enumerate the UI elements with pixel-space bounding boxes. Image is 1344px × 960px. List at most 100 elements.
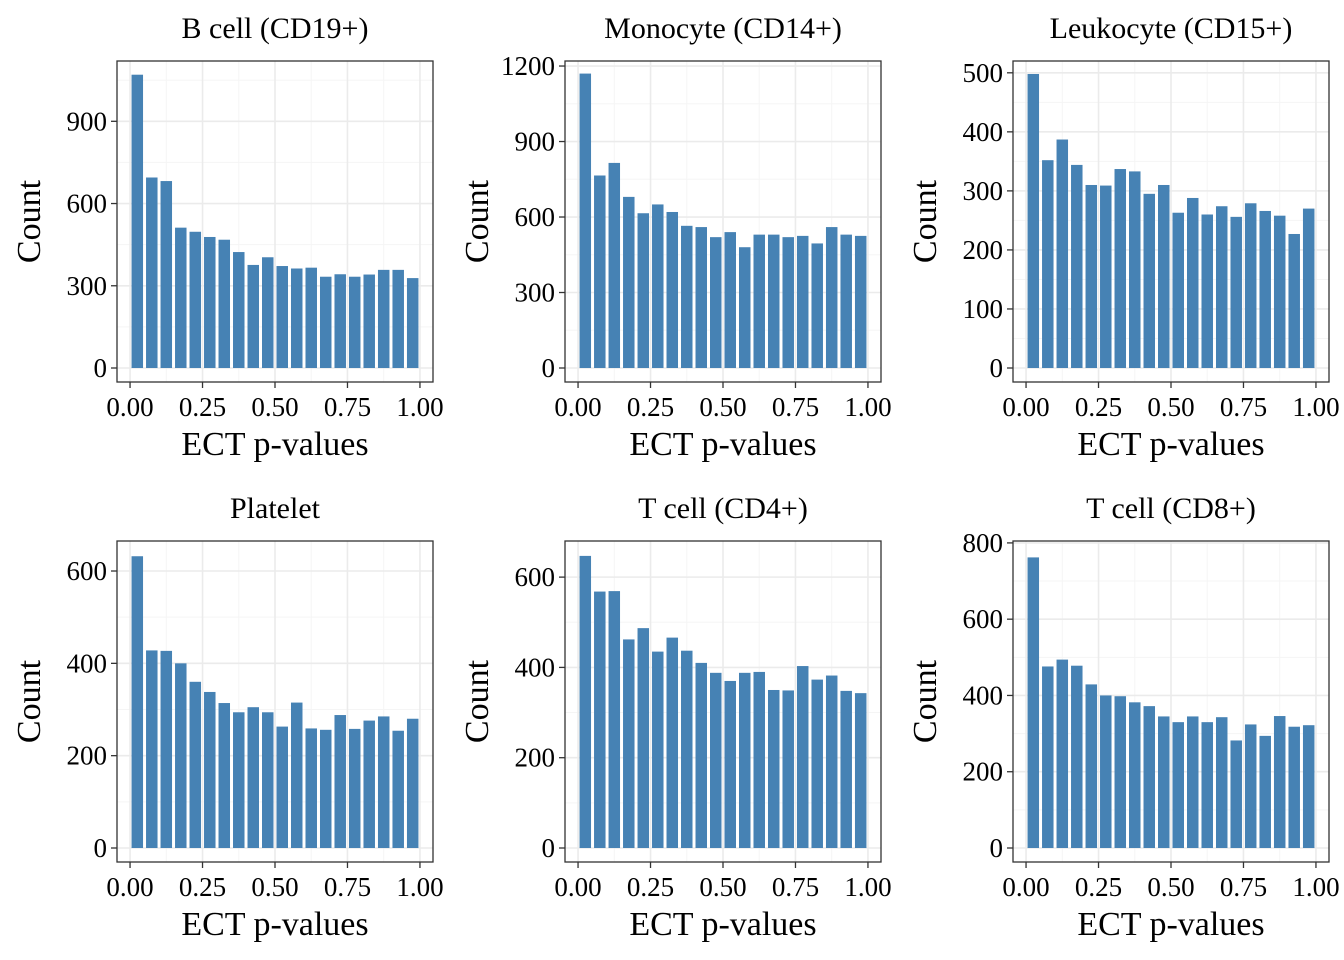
y-tick-label: 300: [67, 271, 108, 301]
histogram-bar: [825, 227, 838, 368]
histogram-bar: [608, 162, 621, 368]
y-tick-label: 200: [963, 757, 1004, 787]
x-tick-label: 0.50: [699, 392, 746, 422]
x-tick-label: 1.00: [396, 392, 443, 422]
x-tick-label: 0.50: [1147, 392, 1194, 422]
histogram-bar: [666, 637, 679, 848]
histogram-panel-4: 0 200 400 600 0.00 0.25 0.50 0.75 1.00 Platelet EC…: [11, 492, 444, 943]
histogram-bar: [1056, 139, 1069, 368]
histogram-bar: [782, 690, 794, 848]
y-tick-label: 0: [542, 833, 556, 863]
histogram-bar: [1288, 233, 1300, 368]
x-tick-label: 0.75: [772, 872, 819, 902]
histogram-bar: [710, 672, 722, 848]
x-axis-title: ECT p-values: [629, 906, 816, 943]
histogram-bar: [1158, 184, 1170, 368]
histogram-bar: [1027, 73, 1040, 368]
histogram-bar: [695, 227, 708, 368]
y-tick-label: 0: [94, 353, 108, 383]
histogram-bar: [319, 729, 332, 848]
y-tick-label: 200: [963, 235, 1004, 265]
histogram-bar: [1273, 215, 1286, 368]
histogram-bar: [1071, 164, 1083, 368]
x-tick-label: 0.75: [772, 392, 819, 422]
histogram-bar: [319, 276, 332, 368]
x-tick-label: 1.00: [844, 872, 891, 902]
y-tick-label: 1200: [501, 51, 555, 81]
histogram-bar: [1259, 735, 1271, 848]
histogram-bar: [710, 237, 722, 368]
histogram-bar: [247, 264, 260, 368]
x-axis-title: ECT p-values: [181, 426, 368, 463]
x-tick-label: 0.50: [1147, 872, 1194, 902]
y-tick-label: 600: [515, 202, 556, 232]
histogram-bar: [637, 213, 650, 368]
histogram-bar: [594, 175, 606, 368]
histogram-bar: [1302, 208, 1315, 368]
y-tick-label: 200: [515, 743, 556, 773]
histogram-bar: [363, 274, 375, 368]
x-tick-label: 0.25: [627, 392, 674, 422]
histogram-bar: [1186, 716, 1199, 848]
histogram-bar: [579, 555, 592, 848]
y-tick-label: 600: [67, 556, 108, 586]
histogram-bar: [175, 227, 187, 368]
panel-title: Platelet: [230, 492, 321, 525]
histogram-bar: [233, 252, 245, 368]
x-tick-label: 1.00: [1292, 872, 1339, 902]
y-tick-label: 0: [94, 833, 108, 863]
histogram-bar: [854, 235, 867, 368]
x-axis-title: ECT p-values: [1077, 906, 1264, 943]
histogram-bar: [204, 691, 216, 848]
histogram-bar: [1114, 169, 1127, 368]
y-axis-title: Count: [11, 179, 48, 263]
x-tick-label: 0.50: [251, 872, 298, 902]
x-tick-label: 0.00: [106, 392, 153, 422]
histogram-bar: [796, 235, 809, 368]
histogram-bar: [406, 718, 419, 848]
histogram-bar: [738, 247, 751, 368]
histogram-bar: [594, 591, 606, 848]
histogram-panel-3: 0 100 200 300 400 500 0.00 0.25 0.50 0.75 1.00 Leuk…: [907, 12, 1340, 463]
histogram-panel-2: 0 300 600 900 1200 0.00 0.25 0.50 0.75 1.00 Monocy…: [459, 12, 892, 463]
histogram-bar: [738, 672, 751, 848]
histogram-bar: [1027, 557, 1040, 848]
y-axis-title: Count: [459, 179, 496, 263]
x-tick-label: 0.50: [699, 872, 746, 902]
y-tick-label: 500: [963, 58, 1004, 88]
panel-title: Leukocyte (CD15+): [1050, 12, 1293, 45]
histogram-bar: [1100, 185, 1112, 368]
x-tick-label: 0.00: [1002, 392, 1049, 422]
x-tick-label: 0.75: [324, 392, 371, 422]
y-tick-label: 900: [67, 106, 108, 136]
x-tick-label: 0.00: [554, 392, 601, 422]
histogram-bar: [131, 74, 144, 369]
histogram-bar: [608, 591, 621, 848]
panel-title: T cell (CD8+): [1086, 492, 1256, 525]
histogram-bar: [652, 204, 664, 368]
histogram-bar: [146, 650, 158, 848]
histogram-bar: [1186, 197, 1199, 368]
histogram-bar: [1244, 203, 1257, 368]
histogram-bar: [681, 225, 693, 368]
histogram-bar: [175, 663, 187, 848]
x-tick-label: 0.25: [179, 392, 226, 422]
histogram-bar: [334, 274, 346, 368]
histogram-bar: [1215, 717, 1228, 848]
x-tick-label: 0.25: [1075, 392, 1122, 422]
histogram-bar: [204, 236, 216, 368]
y-tick-label: 900: [515, 127, 556, 157]
histogram-bar: [840, 690, 852, 848]
panel-title: B cell (CD19+): [182, 12, 369, 45]
x-axis-title: ECT p-values: [181, 906, 368, 943]
histogram-bar: [1085, 184, 1098, 368]
histogram-bar: [840, 234, 852, 368]
histogram-bar: [637, 628, 650, 848]
histogram-bar: [334, 715, 346, 848]
y-tick-label: 600: [963, 604, 1004, 634]
histogram-bar: [811, 243, 823, 368]
histogram-bar: [753, 234, 765, 368]
histogram-panel-6: 0 200 400 600 800 0.00 0.25 0.50 0.75 1.00 T cell …: [907, 492, 1340, 943]
histogram-bar: [825, 675, 838, 848]
histogram-bar: [377, 269, 390, 368]
